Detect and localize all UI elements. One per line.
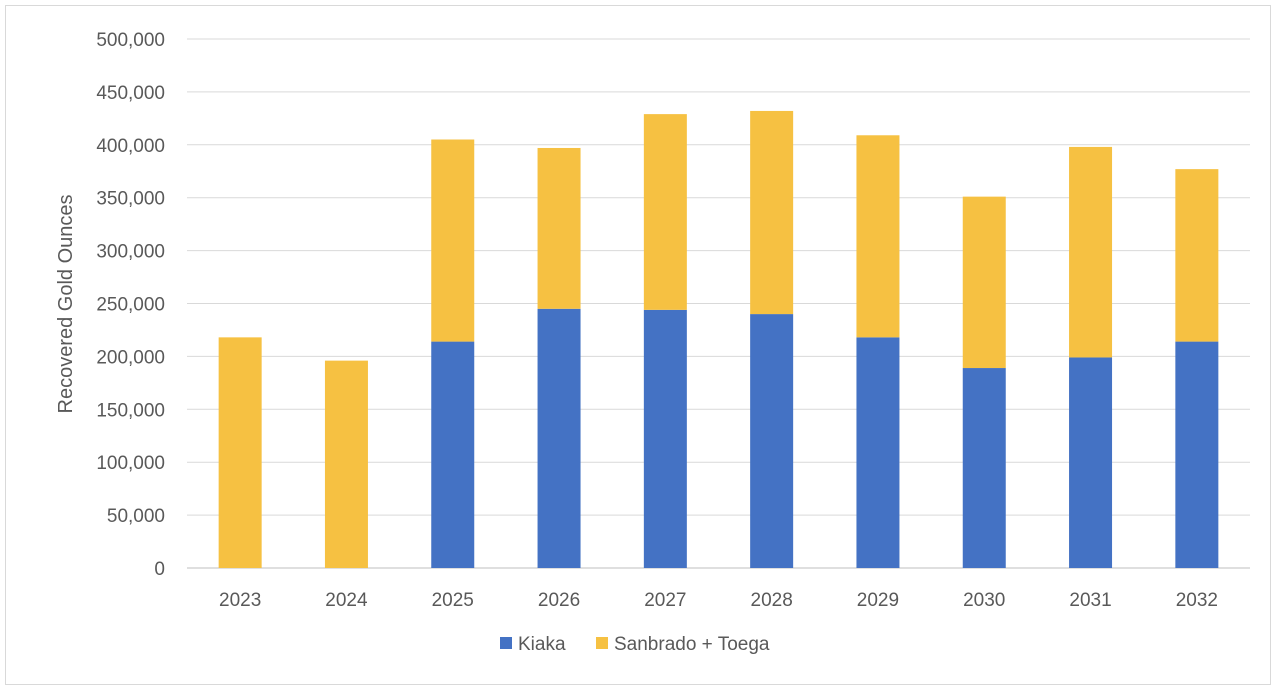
bar-sanbrado-toega-2026 — [537, 147, 581, 309]
bar-kiaka-2029 — [856, 337, 900, 568]
y-tick-label: 300,000 — [96, 242, 165, 263]
x-tick-label: 2030 — [963, 590, 1005, 611]
x-tick-label: 2025 — [432, 590, 474, 611]
bar-kiaka-2028 — [750, 314, 794, 568]
bar-sanbrado-toega-2029 — [856, 135, 900, 338]
bar-sanbrado-toega-2025 — [431, 139, 475, 342]
x-tick-label: 2032 — [1176, 590, 1218, 611]
y-tick-label: 200,000 — [96, 347, 165, 368]
y-tick-label: 150,000 — [96, 400, 165, 421]
bar-sanbrado-toega-2030 — [962, 196, 1006, 369]
y-tick-label: 50,000 — [107, 506, 165, 527]
x-tick-label: 2023 — [219, 590, 261, 611]
bar-sanbrado-toega-2032 — [1175, 169, 1219, 342]
bar-kiaka-2032 — [1175, 341, 1219, 568]
x-tick-label: 2024 — [325, 590, 368, 611]
legend-label: Kiaka — [518, 634, 566, 655]
x-tick-label: 2027 — [644, 590, 686, 611]
legend-label: Sanbrado + Toega — [614, 634, 770, 655]
chart-frame — [5, 5, 1271, 685]
bar-kiaka-2030 — [962, 368, 1006, 568]
y-tick-label: 350,000 — [96, 189, 165, 210]
y-tick-label: 400,000 — [96, 136, 165, 157]
y-axis-label: Recovered Gold Ounces — [55, 194, 77, 413]
x-tick-label: 2031 — [1069, 590, 1111, 611]
legend-swatch — [596, 637, 608, 649]
y-tick-label: 450,000 — [96, 83, 165, 104]
y-tick-label: 100,000 — [96, 453, 165, 474]
legend-swatch — [500, 637, 512, 649]
bar-kiaka-2026 — [537, 308, 581, 568]
bar-kiaka-2027 — [643, 309, 687, 568]
bar-sanbrado-toega-2027 — [643, 114, 687, 310]
bar-sanbrado-toega-2031 — [1069, 146, 1113, 358]
y-tick-label: 0 — [154, 559, 165, 580]
y-tick-label: 500,000 — [96, 30, 165, 51]
x-tick-label: 2028 — [751, 590, 793, 611]
bar-kiaka-2025 — [431, 341, 475, 568]
bar-sanbrado-toega-2028 — [750, 110, 794, 315]
y-tick-label: 250,000 — [96, 295, 165, 316]
bar-sanbrado-toega-2023 — [218, 337, 262, 568]
bar-kiaka-2031 — [1069, 357, 1113, 568]
x-tick-label: 2029 — [857, 590, 899, 611]
x-tick-label: 2026 — [538, 590, 580, 611]
bar-sanbrado-toega-2024 — [324, 360, 368, 568]
